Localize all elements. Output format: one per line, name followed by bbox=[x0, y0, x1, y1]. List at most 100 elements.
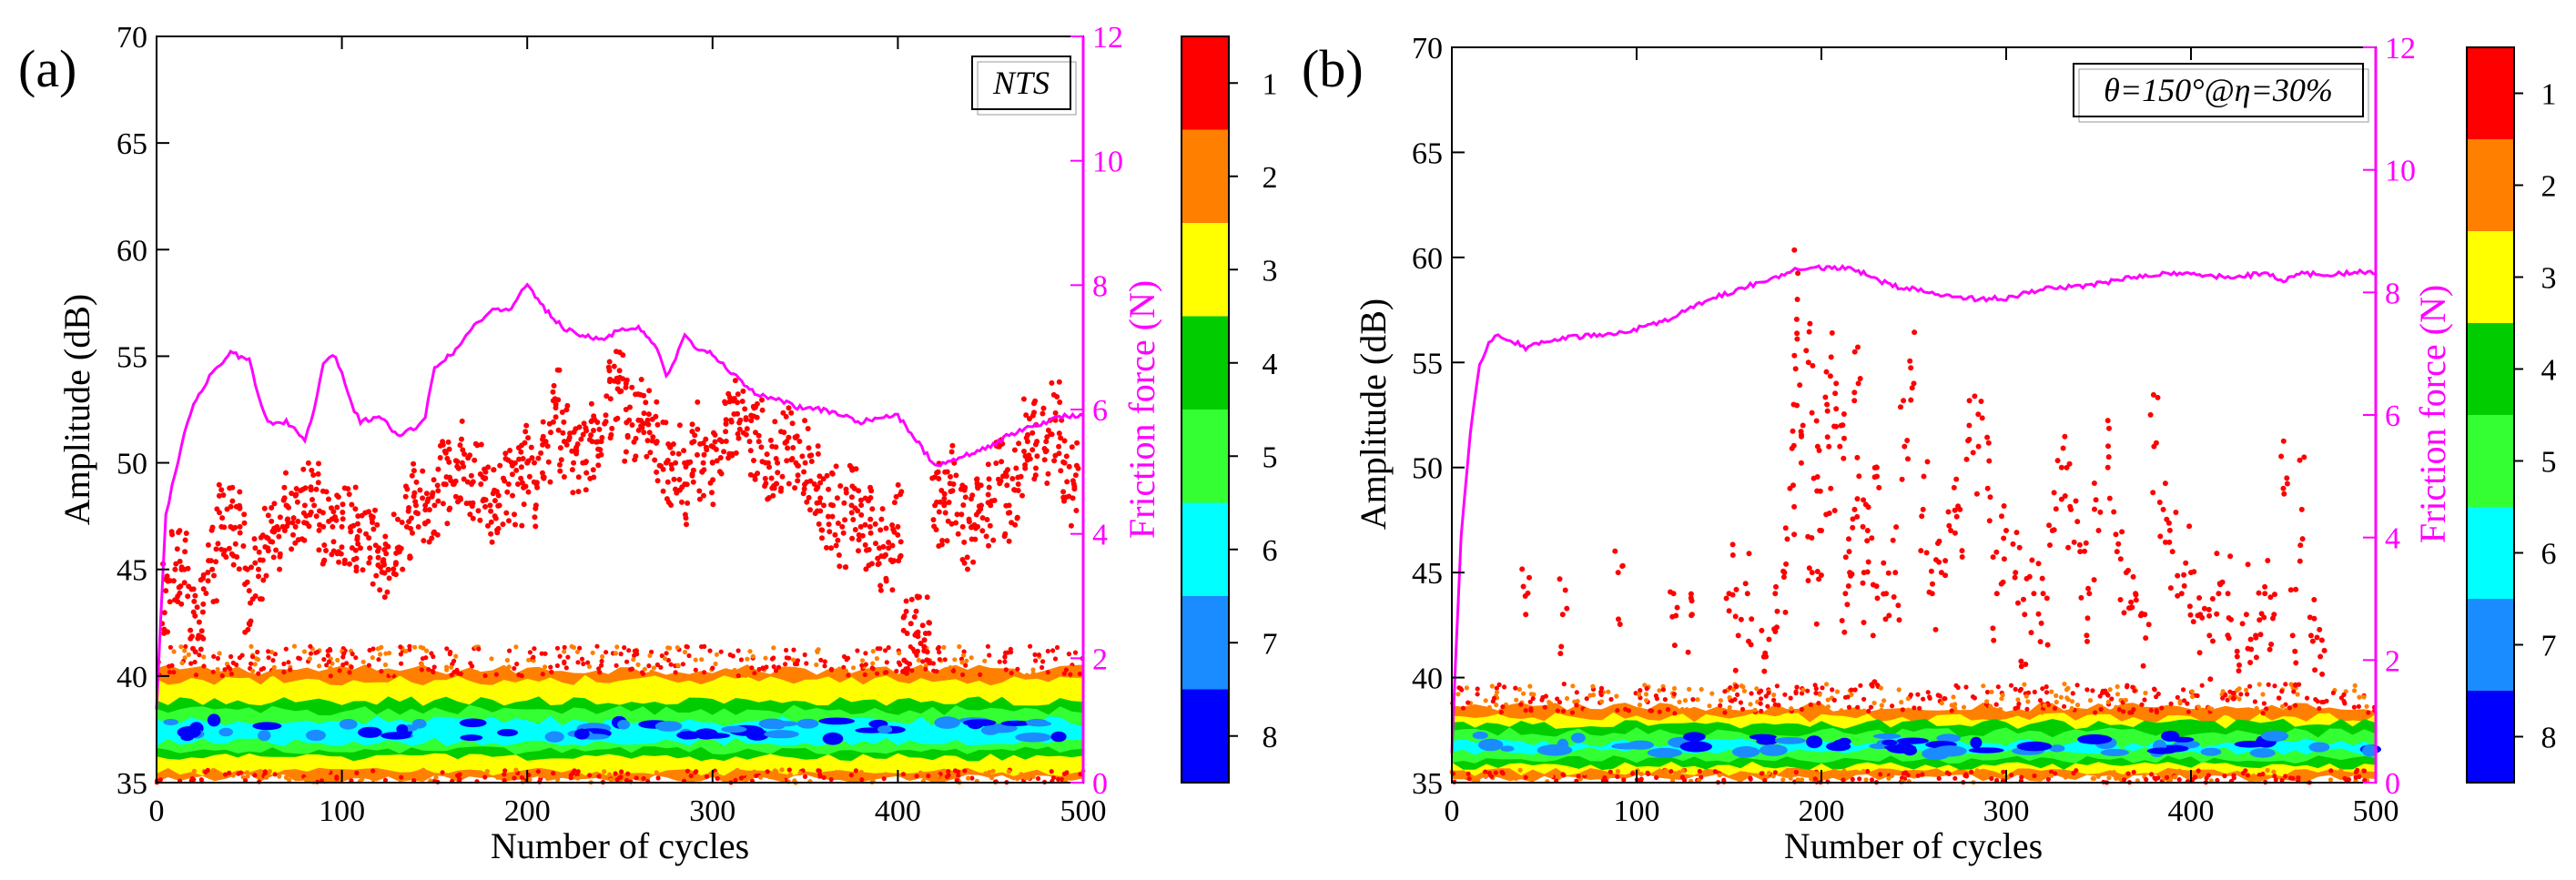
sparse-hit-point bbox=[1892, 570, 1899, 576]
band-edge-hit bbox=[1816, 701, 1821, 706]
sparse-hit-point bbox=[2153, 440, 2159, 446]
colorbar-label: 7 bbox=[1263, 627, 1278, 661]
band-edge-hit bbox=[2143, 690, 2148, 696]
sparse-hit-point bbox=[1790, 428, 1796, 434]
sparse-hit-point bbox=[1001, 533, 1008, 540]
band-edge-hit bbox=[956, 773, 961, 778]
band-edge-hit bbox=[2044, 684, 2049, 690]
sparse-hit-point bbox=[645, 421, 652, 428]
band-edge-hit bbox=[935, 646, 940, 652]
sparse-hit-point bbox=[209, 524, 216, 531]
sparse-hit-point bbox=[1732, 667, 1739, 673]
sparse-hit-point bbox=[196, 619, 202, 625]
sparse-hit-point bbox=[460, 447, 466, 453]
sparse-hit-point bbox=[265, 548, 271, 554]
band-edge-hit bbox=[1920, 772, 1925, 777]
band-edge-hit bbox=[1621, 777, 1627, 783]
band-edge-hit bbox=[2087, 698, 2094, 703]
band-edge-hit bbox=[608, 777, 614, 783]
band-edge-hit bbox=[828, 776, 834, 783]
band-edge-hit bbox=[2131, 707, 2136, 713]
band-edge-hit bbox=[2023, 693, 2029, 699]
band-edge-hit bbox=[1992, 707, 1997, 713]
sparse-hit-point bbox=[485, 464, 492, 470]
sparse-hit-point bbox=[2012, 574, 2018, 581]
sparse-hit-point bbox=[839, 523, 846, 530]
band-edge-hit bbox=[538, 773, 543, 779]
band-edge-hit bbox=[2037, 698, 2044, 703]
band-edge-hit bbox=[283, 774, 289, 781]
sparse-hit-point bbox=[1066, 463, 1072, 470]
sparse-hit-point bbox=[2039, 575, 2045, 582]
band-edge-hit bbox=[1834, 689, 1841, 694]
sparse-hit-point bbox=[1060, 494, 1067, 501]
band-edge-hit bbox=[1633, 706, 1638, 712]
sparse-hit-point bbox=[1792, 366, 1799, 372]
band-edge-hit bbox=[215, 655, 220, 662]
sparse-hit-point bbox=[985, 491, 991, 498]
band-edge-hit bbox=[245, 770, 250, 775]
sparse-hit-point bbox=[790, 445, 796, 450]
band-edge-hit bbox=[957, 643, 962, 650]
sparse-hit-point bbox=[1864, 569, 1871, 575]
sparse-hit-point bbox=[2133, 592, 2139, 598]
band-edge-hit bbox=[1642, 683, 1648, 688]
band-edge-hit bbox=[2015, 697, 2021, 703]
sparse-hit-point bbox=[390, 511, 397, 518]
band-edge-hit bbox=[2225, 697, 2230, 703]
band-edge-hit bbox=[1813, 686, 1819, 692]
band-edge-hit bbox=[1460, 705, 1466, 711]
y2-tick-label: 10 bbox=[2385, 155, 2416, 188]
sparse-hit-point bbox=[736, 426, 743, 432]
sparse-hit-point bbox=[2248, 646, 2255, 652]
band-edge-hit bbox=[1831, 768, 1837, 774]
band-edge-hit bbox=[1752, 707, 1758, 713]
band-level-7-blob bbox=[1050, 731, 1067, 743]
band-level-7-blob bbox=[796, 718, 819, 729]
band-level-7-blob bbox=[2260, 730, 2289, 742]
sparse-hit-point bbox=[349, 501, 355, 508]
sparse-hit-point bbox=[2047, 542, 2053, 548]
sparse-hit-point bbox=[856, 537, 862, 543]
band-edge-hit bbox=[1705, 769, 1710, 774]
sparse-hit-point bbox=[375, 548, 380, 554]
sparse-hit-point bbox=[252, 545, 259, 551]
sparse-hit-point bbox=[1854, 496, 1861, 502]
band-edge-hit bbox=[506, 664, 512, 670]
band-edge-hit bbox=[1709, 691, 1715, 696]
sparse-hit-point bbox=[482, 497, 489, 503]
sparse-hit-point bbox=[676, 422, 683, 429]
band-edge-hit bbox=[985, 643, 990, 649]
band-edge-hit bbox=[1936, 775, 1942, 782]
y-tick-label: 50 bbox=[1412, 452, 1443, 486]
band-edge-hit bbox=[597, 670, 603, 675]
sparse-hit-point bbox=[289, 520, 296, 526]
sparse-hit-point bbox=[633, 435, 639, 441]
sparse-hit-point bbox=[1926, 589, 1932, 595]
sparse-hit-point bbox=[411, 460, 417, 467]
sparse-hit-point bbox=[1027, 456, 1033, 462]
band-edge-hit bbox=[714, 771, 719, 776]
sparse-hit-point bbox=[1963, 456, 1970, 462]
band-edge-hit bbox=[948, 665, 953, 671]
y-tick-label: 60 bbox=[1412, 242, 1443, 276]
band-edge-hit bbox=[870, 661, 876, 666]
band-edge-hit bbox=[1830, 687, 1835, 693]
sparse-hit-point bbox=[1918, 548, 1924, 554]
band-edge-hit bbox=[451, 670, 457, 675]
band-edge-hit bbox=[167, 670, 172, 675]
band-edge-hit bbox=[514, 662, 520, 667]
sparse-hit-point bbox=[421, 538, 427, 544]
sparse-hit-point bbox=[723, 429, 729, 435]
sparse-hit-point bbox=[192, 592, 198, 599]
sparse-hit-point bbox=[913, 608, 919, 614]
band-level-7-blob bbox=[1896, 737, 1929, 744]
sparse-hit-point bbox=[594, 439, 601, 445]
band-edge-hit bbox=[1018, 774, 1023, 780]
y2-tick-label: 4 bbox=[2385, 522, 2400, 556]
band-edge-hit bbox=[1528, 692, 1534, 697]
band-edge-hit bbox=[1643, 709, 1648, 714]
sparse-hit-point bbox=[1924, 459, 1931, 465]
sparse-hit-point bbox=[237, 505, 243, 511]
band-edge-hit bbox=[651, 665, 657, 671]
